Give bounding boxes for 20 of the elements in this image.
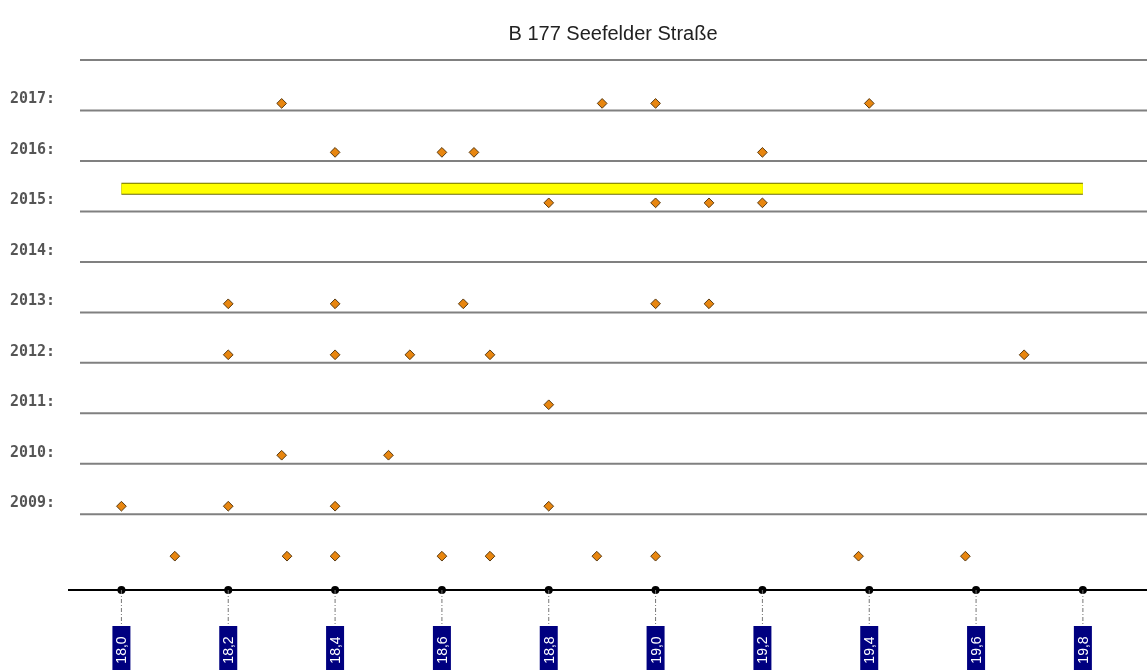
y-tick-label: 2016: bbox=[10, 139, 56, 158]
y-tick-label: 2012: bbox=[10, 341, 56, 360]
x-tick-label: 18,6 bbox=[433, 636, 450, 664]
x-tick-label: 19,6 bbox=[968, 636, 985, 664]
x-tick-label: 18,2 bbox=[220, 636, 237, 664]
y-tick-label: 2009: bbox=[10, 493, 56, 512]
y-tick-label: 2013: bbox=[10, 291, 56, 310]
x-tick-label: 18,0 bbox=[113, 636, 130, 664]
y-tick-label: 2011: bbox=[10, 392, 56, 411]
y-tick-label: 2014: bbox=[10, 240, 56, 259]
x-tick-label: 19,0 bbox=[647, 636, 664, 664]
y-tick-label: 2015: bbox=[10, 190, 56, 209]
x-tick-label: 19,2 bbox=[754, 636, 771, 664]
x-tick-label: 19,4 bbox=[861, 636, 878, 664]
y-tick-label: 2017: bbox=[10, 89, 56, 108]
chart-title: B 177 Seefelder Straße bbox=[508, 22, 718, 44]
x-tick-label: 18,4 bbox=[327, 636, 344, 664]
y-tick-label: 2010: bbox=[10, 442, 56, 461]
x-tick-label: 18,8 bbox=[540, 636, 557, 664]
x-tick-label: 19,8 bbox=[1074, 636, 1091, 664]
